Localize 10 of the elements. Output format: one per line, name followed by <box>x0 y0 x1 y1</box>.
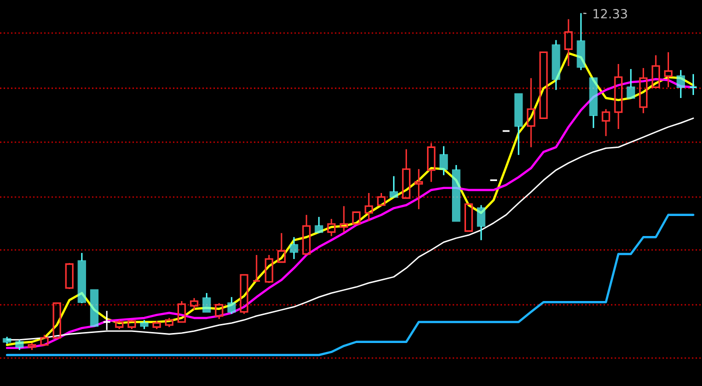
candlestick <box>364 192 374 222</box>
candlestick <box>102 310 112 331</box>
candlestick <box>676 69 685 99</box>
candlestick <box>526 77 536 148</box>
candlestick <box>414 168 423 210</box>
annotation: 12.33 <box>594 8 627 18</box>
candlestick <box>427 142 436 183</box>
candlestick <box>664 52 673 88</box>
candlestick <box>614 63 623 130</box>
candlestick <box>564 18 573 67</box>
